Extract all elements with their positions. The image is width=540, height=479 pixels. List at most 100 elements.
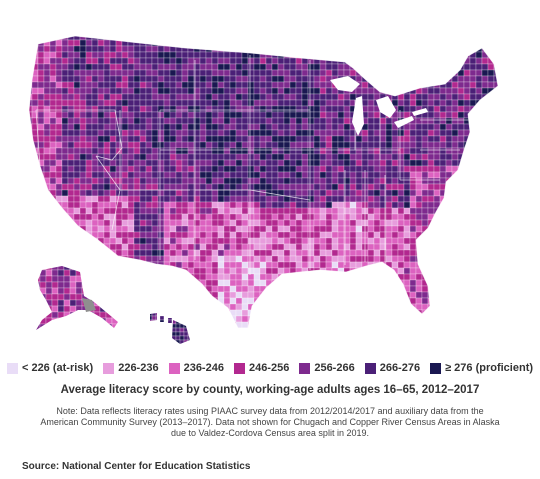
county-cell: [75, 329, 83, 330]
county-cell: [415, 201, 423, 209]
county-cell: [403, 147, 411, 155]
county-cell: [433, 105, 441, 113]
legend-swatch: [364, 362, 376, 374]
county-cell: [355, 141, 363, 149]
county-cell: [475, 315, 483, 323]
county-cell: [301, 183, 309, 191]
county-cell: [349, 327, 357, 328]
county-cell: [175, 291, 183, 299]
county-cell: [217, 39, 225, 47]
county-cell: [133, 219, 141, 227]
county-cell: [409, 93, 417, 101]
county-cell: [481, 327, 489, 328]
county-cell: [433, 291, 441, 299]
county-cell: [259, 153, 267, 161]
county-cell: [295, 213, 303, 221]
county-cell: [235, 327, 243, 328]
county-cell: [415, 183, 423, 191]
county-cell: [229, 135, 237, 143]
county-cell: [29, 237, 33, 245]
county-cell: [397, 243, 405, 251]
county-cell: [205, 75, 213, 83]
county-cell: [361, 327, 369, 328]
county-cell: [223, 285, 231, 293]
county-cell: [433, 75, 441, 83]
county-cell: [205, 219, 213, 227]
legend-swatch: [168, 362, 180, 374]
county-cell: [241, 63, 249, 71]
county-cell: [183, 335, 189, 341]
county-cell: [181, 153, 189, 161]
county-cell: [241, 201, 249, 209]
county-cell: [229, 153, 237, 161]
county-cell: [337, 267, 345, 275]
county-cell: [463, 177, 471, 185]
legend-label: 236-246: [183, 362, 224, 374]
county-cell: [97, 213, 105, 221]
county-cell: [155, 319, 161, 325]
county-cell: [421, 39, 429, 47]
county-cell: [283, 39, 291, 47]
county-cell: [29, 129, 33, 137]
county-cell: [283, 261, 291, 269]
county-cell: [109, 183, 117, 191]
county-cell: [79, 111, 87, 119]
county-cell: [247, 39, 255, 47]
county-cell: [235, 255, 243, 263]
county-cell: [373, 117, 381, 125]
county-cell: [373, 51, 381, 59]
county-cell: [79, 243, 87, 251]
county-cell: [487, 285, 495, 293]
county-cell: [313, 303, 321, 311]
county-cell: [145, 117, 153, 125]
county-cell: [51, 287, 59, 295]
county-cell: [325, 147, 333, 155]
county-cell: [241, 189, 249, 197]
county-cell: [217, 213, 225, 221]
county-cell: [301, 153, 309, 161]
county-cell: [49, 225, 57, 233]
county-cell: [283, 285, 291, 293]
county-cell: [367, 327, 375, 328]
county-cell: [475, 171, 483, 179]
county-cell: [115, 303, 123, 311]
county-cell: [373, 69, 381, 77]
county-cell: [469, 321, 477, 328]
county-cell: [169, 225, 177, 233]
county-cell: [295, 207, 303, 215]
county-cell: [199, 261, 207, 269]
county-cell: [271, 45, 279, 53]
county-cell: [217, 279, 225, 287]
county-cell: [355, 303, 363, 311]
county-cell: [139, 201, 147, 209]
county-cell: [37, 297, 45, 305]
county-cell: [211, 129, 219, 137]
county-cell: [169, 201, 177, 209]
county-cell: [445, 261, 453, 269]
county-cell: [253, 303, 261, 311]
county-cell: [439, 255, 447, 263]
county-cell: [175, 225, 183, 233]
county-cell: [43, 261, 51, 269]
county-cell: [481, 165, 489, 173]
county-cell: [235, 69, 243, 77]
county-cell: [379, 45, 387, 53]
county-cell: [55, 147, 63, 155]
county-cell: [487, 315, 495, 323]
county-cell: [271, 201, 279, 209]
county-cell: [475, 327, 483, 328]
county-cell: [111, 287, 118, 295]
county-cell: [307, 171, 315, 179]
county-cell: [145, 285, 153, 293]
county-cell: [163, 36, 171, 41]
county-cell: [73, 39, 81, 47]
county-cell: [97, 231, 105, 239]
county-cell: [337, 129, 345, 137]
county-cell: [36, 287, 41, 295]
county-cell: [187, 331, 190, 337]
county-cell: [469, 117, 477, 125]
county-cell: [451, 213, 459, 221]
county-cell: [325, 249, 333, 257]
county-cell: [355, 195, 363, 203]
county-cell: [361, 129, 369, 137]
